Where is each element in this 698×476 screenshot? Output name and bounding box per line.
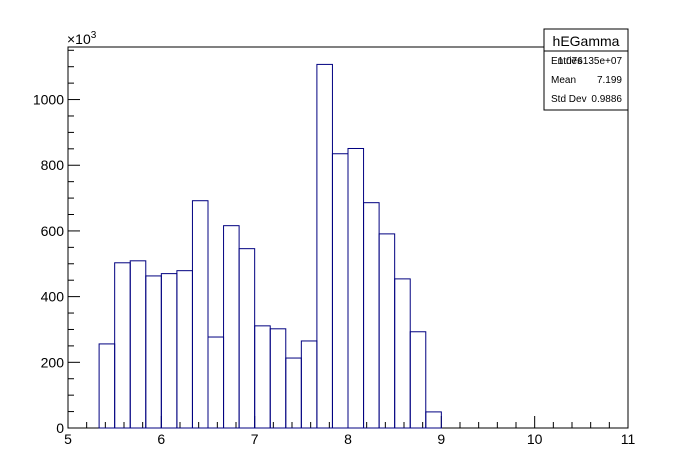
- y-tick-label: 200: [41, 354, 65, 370]
- histogram-bin: [269, 328, 287, 429]
- histogram-bin: [238, 248, 256, 429]
- histogram-bin: [285, 357, 302, 429]
- stats-value: 7.199: [597, 75, 622, 86]
- histogram-bin: [331, 153, 349, 429]
- histogram-bin: [300, 340, 318, 429]
- y-tick-label: 1000: [33, 92, 64, 108]
- histogram-bin: [223, 225, 240, 429]
- stats-label: Std Dev: [551, 94, 587, 105]
- x-tick-label: 9: [437, 431, 445, 447]
- stats-frame: [543, 28, 629, 111]
- x-tick-label: 6: [157, 431, 165, 447]
- histogram-bin: [347, 147, 365, 429]
- histogram-bin: [425, 411, 442, 429]
- y-tick-label: 600: [41, 223, 65, 239]
- y-tick-label: 0: [56, 420, 64, 436]
- histogram-bin: [191, 200, 209, 429]
- x-tick-label: 10: [527, 431, 543, 447]
- y-multiplier-exponent: 3: [91, 30, 97, 41]
- histogram-bin: [98, 343, 116, 429]
- histogram-bin: [207, 336, 225, 429]
- histogram-bin: [129, 260, 147, 429]
- stats-value: 0.9886: [591, 94, 622, 105]
- histogram-bin: [145, 275, 162, 429]
- x-tick-label: 11: [621, 431, 636, 447]
- stats-box: hEGamma Entries 1.076135e+07 Mean 7.199 …: [543, 28, 629, 111]
- histogram-bin: [394, 278, 411, 429]
- y-tick-label: 800: [41, 157, 65, 173]
- histogram-bin: [160, 273, 178, 429]
- stats-label: Mean: [551, 75, 576, 86]
- histogram-bin: [316, 63, 333, 429]
- x-tick-label: 8: [344, 431, 352, 447]
- histogram-bin: [114, 262, 131, 429]
- histogram-bin: [378, 233, 396, 429]
- histogram-bin: [254, 325, 271, 429]
- stats-label: Entries: [551, 56, 582, 67]
- histogram-bin: [176, 270, 193, 429]
- x-tick-label: 5: [64, 431, 72, 447]
- stats-title: hEGamma: [553, 33, 620, 49]
- stats-value: 1.076135e+07: [558, 56, 623, 67]
- y-multiplier: ×103: [67, 30, 97, 47]
- x-tick-label: 7: [251, 431, 259, 447]
- y-tick-label: 400: [41, 289, 65, 305]
- y-multiplier-base: ×10: [67, 31, 91, 47]
- histogram-bin: [363, 202, 380, 429]
- histogram-bin: [409, 331, 427, 429]
